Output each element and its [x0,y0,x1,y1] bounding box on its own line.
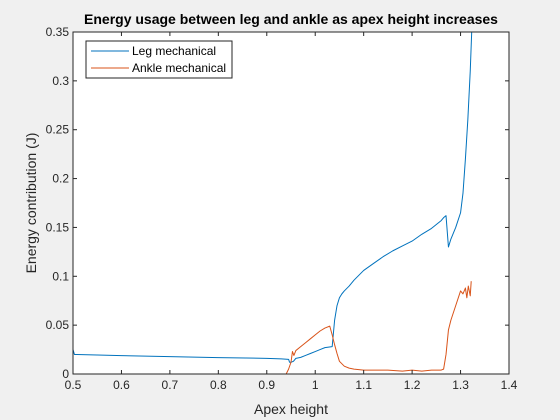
x-tick-label: 1 [312,378,319,392]
x-tick-label: 0.8 [210,378,227,392]
legend: Leg mechanical Ankle mechanical [86,41,232,78]
y-tick-label: 0.2 [52,172,69,186]
x-tick-label: 0.7 [162,378,179,392]
y-tick-label: 0.15 [46,220,70,234]
x-tick-label: 1.1 [355,378,372,392]
x-tick-label: 0.9 [258,378,275,392]
x-tick-label: 0.6 [113,378,130,392]
x-tick-label: 1.3 [452,378,469,392]
y-tick-label: 0.1 [52,269,69,283]
y-tick-label: 0.3 [52,74,69,88]
y-axis-label: Energy contribution (J) [23,133,39,274]
x-tick-label: 1.2 [404,378,421,392]
legend-label-ankle: Ankle mechanical [132,61,226,75]
plot-area [73,32,509,374]
y-tick-label: 0.35 [46,25,70,39]
x-axis-label: Apex height [254,401,328,417]
x-tick-label: 1.4 [501,378,518,392]
y-tick-label: 0 [62,367,69,381]
legend-label-leg: Leg mechanical [132,44,216,58]
y-tick-label: 0.25 [46,123,70,137]
y-tick-label: 0.05 [46,318,70,332]
chart-title: Energy usage between leg and ankle as ap… [84,11,498,27]
